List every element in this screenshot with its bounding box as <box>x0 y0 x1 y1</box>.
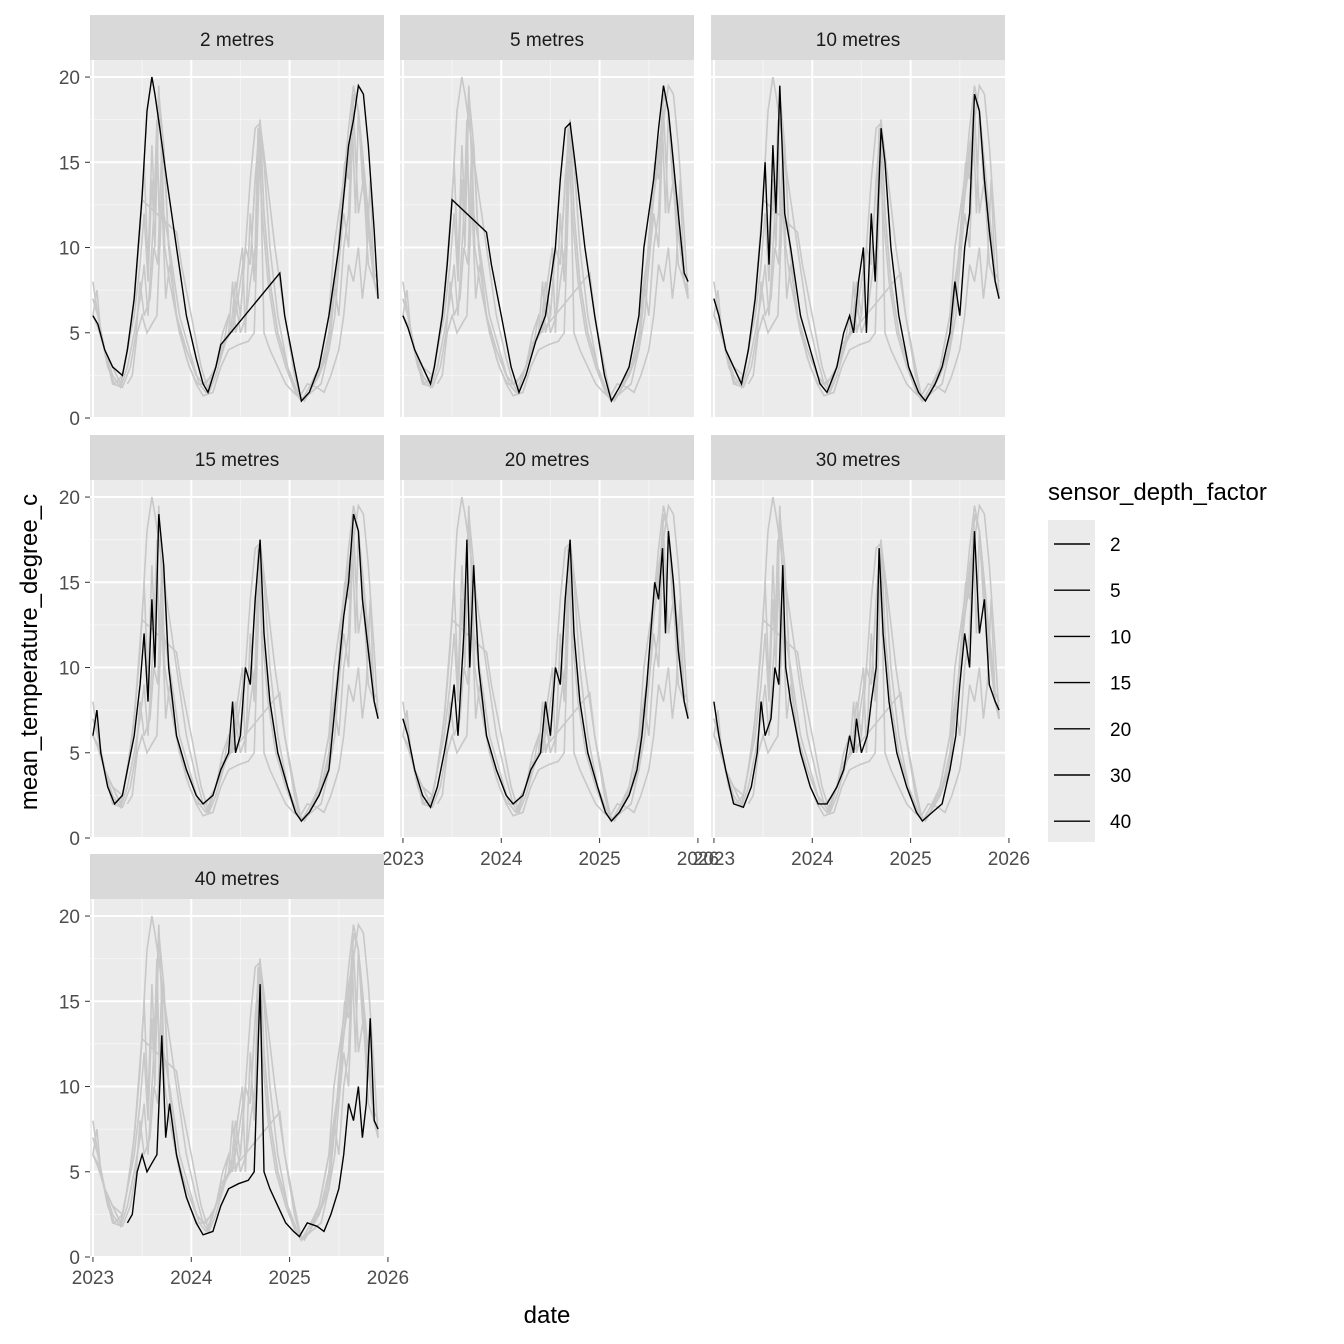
background-series-30 <box>92 111 379 403</box>
background-series-20 <box>92 111 379 403</box>
series-lines <box>402 76 689 403</box>
y-tick-label: 20 <box>59 907 80 928</box>
series-lines <box>402 496 689 824</box>
x-tick-label: 2025 <box>268 1268 310 1289</box>
legend-label-5: 5 <box>1110 581 1121 602</box>
y-tick-label: 5 <box>69 744 80 765</box>
legend: sensor_depth_factor 2 5 10 15 20 30 40 <box>1048 479 1267 842</box>
background-series-10 <box>92 505 379 823</box>
highlight-series-40 <box>126 984 379 1238</box>
x-tick-label: 2024 <box>480 849 523 870</box>
x-tick-label: 2025 <box>578 849 620 870</box>
series-lines <box>713 76 1000 404</box>
strip-background <box>400 15 694 60</box>
series-lines <box>713 496 1000 824</box>
background-series-30 <box>92 950 379 1242</box>
background-series-20 <box>713 111 1000 403</box>
facet-panel-5: 5 metres <box>400 15 699 419</box>
x-tick-label: 2025 <box>889 849 931 870</box>
strip-background <box>400 435 694 480</box>
y-tick-label: 5 <box>69 324 80 345</box>
background-series-10 <box>402 505 689 823</box>
x-tick-label: 2024 <box>791 849 834 870</box>
legend-label-30: 30 <box>1110 766 1131 787</box>
highlight-series-20 <box>402 531 689 823</box>
background-series-40 <box>126 145 379 399</box>
y-tick-label: 0 <box>69 829 80 850</box>
background-series-30 <box>402 531 689 823</box>
background-series-40 <box>747 565 1000 819</box>
y-tick-label: 15 <box>59 992 80 1013</box>
y-tick-label: 15 <box>59 573 80 594</box>
x-tick-label: 2026 <box>988 849 1030 870</box>
background-series-40 <box>126 565 379 819</box>
strip-background <box>90 435 384 480</box>
background-series-10 <box>402 85 689 403</box>
legend-key-background <box>1048 520 1095 842</box>
background-series-10 <box>713 505 1000 823</box>
background-series-10 <box>92 924 379 1242</box>
facet-panels: 2 metres 0 5 10 15 20 5 metres 10 metres 15 metr… <box>59 15 1030 1289</box>
series-lines <box>92 76 379 404</box>
y-tick-label: 10 <box>59 1078 80 1099</box>
facet-panel-20: 20 metres 2023 2024 2025 2026 <box>382 435 719 870</box>
series-lines <box>92 915 379 1243</box>
facet-panel-30: 30 metres 2023 2024 2025 2026 <box>693 435 1030 870</box>
x-tick-label: 2023 <box>693 849 735 870</box>
strip-label: 30 metres <box>816 450 900 471</box>
strip-background <box>90 854 384 899</box>
strip-label: 20 metres <box>505 450 589 471</box>
strip-background <box>711 15 1005 60</box>
highlight-series-5 <box>402 85 689 403</box>
strip-label: 10 metres <box>816 30 900 51</box>
background-series-20 <box>92 950 379 1242</box>
strip-label: 40 metres <box>195 869 279 890</box>
legend-entries: 2 5 10 15 20 30 40 <box>1054 535 1131 833</box>
highlight-series-2 <box>92 76 379 403</box>
legend-label-2: 2 <box>1110 535 1121 556</box>
facet-panel-40: 40 metres 0 5 10 15 20 2023 2024 2025 2026 <box>59 854 409 1289</box>
y-tick-label: 10 <box>59 239 80 260</box>
x-tick-label: 2023 <box>382 849 424 870</box>
x-tick-label: 2024 <box>170 1268 213 1289</box>
y-tick-label: 20 <box>59 488 80 509</box>
highlight-series-30 <box>713 531 1000 823</box>
strip-label: 15 metres <box>195 450 279 471</box>
series-lines <box>92 496 379 824</box>
y-axis-title: mean_temperature_degree_c <box>16 494 43 810</box>
y-tick-label: 5 <box>69 1163 80 1184</box>
y-tick-label: 20 <box>59 68 80 89</box>
y-tick-label: 0 <box>69 1248 80 1269</box>
highlight-series-15 <box>92 513 379 823</box>
background-series-20 <box>713 531 1000 823</box>
strip-label: 5 metres <box>510 30 584 51</box>
x-tick-label: 2023 <box>72 1268 114 1289</box>
facet-panel-15: 15 metres 0 5 10 15 20 <box>59 435 389 850</box>
y-tick-label: 10 <box>59 659 80 680</box>
highlight-series-10 <box>713 85 1000 403</box>
strip-background <box>711 435 1005 480</box>
legend-label-15: 15 <box>1110 674 1131 695</box>
strip-background <box>90 15 384 60</box>
x-tick-label: 2026 <box>677 849 719 870</box>
y-tick-label: 0 <box>69 409 80 430</box>
x-axis-title: date <box>524 1302 571 1329</box>
facet-panel-2: 2 metres 0 5 10 15 20 <box>59 15 389 430</box>
legend-title: sensor_depth_factor <box>1048 479 1267 506</box>
x-tick-label: 2026 <box>367 1268 409 1289</box>
background-series-30 <box>92 531 379 823</box>
y-tick-label: 15 <box>59 153 80 174</box>
facet-panel-10: 10 metres <box>711 15 1010 419</box>
background-series-30 <box>402 111 689 403</box>
legend-label-10: 10 <box>1110 627 1131 648</box>
legend-label-40: 40 <box>1110 812 1131 833</box>
legend-label-20: 20 <box>1110 720 1131 741</box>
background-series-30 <box>713 111 1000 403</box>
strip-label: 2 metres <box>200 30 274 51</box>
background-series-40 <box>436 145 689 399</box>
